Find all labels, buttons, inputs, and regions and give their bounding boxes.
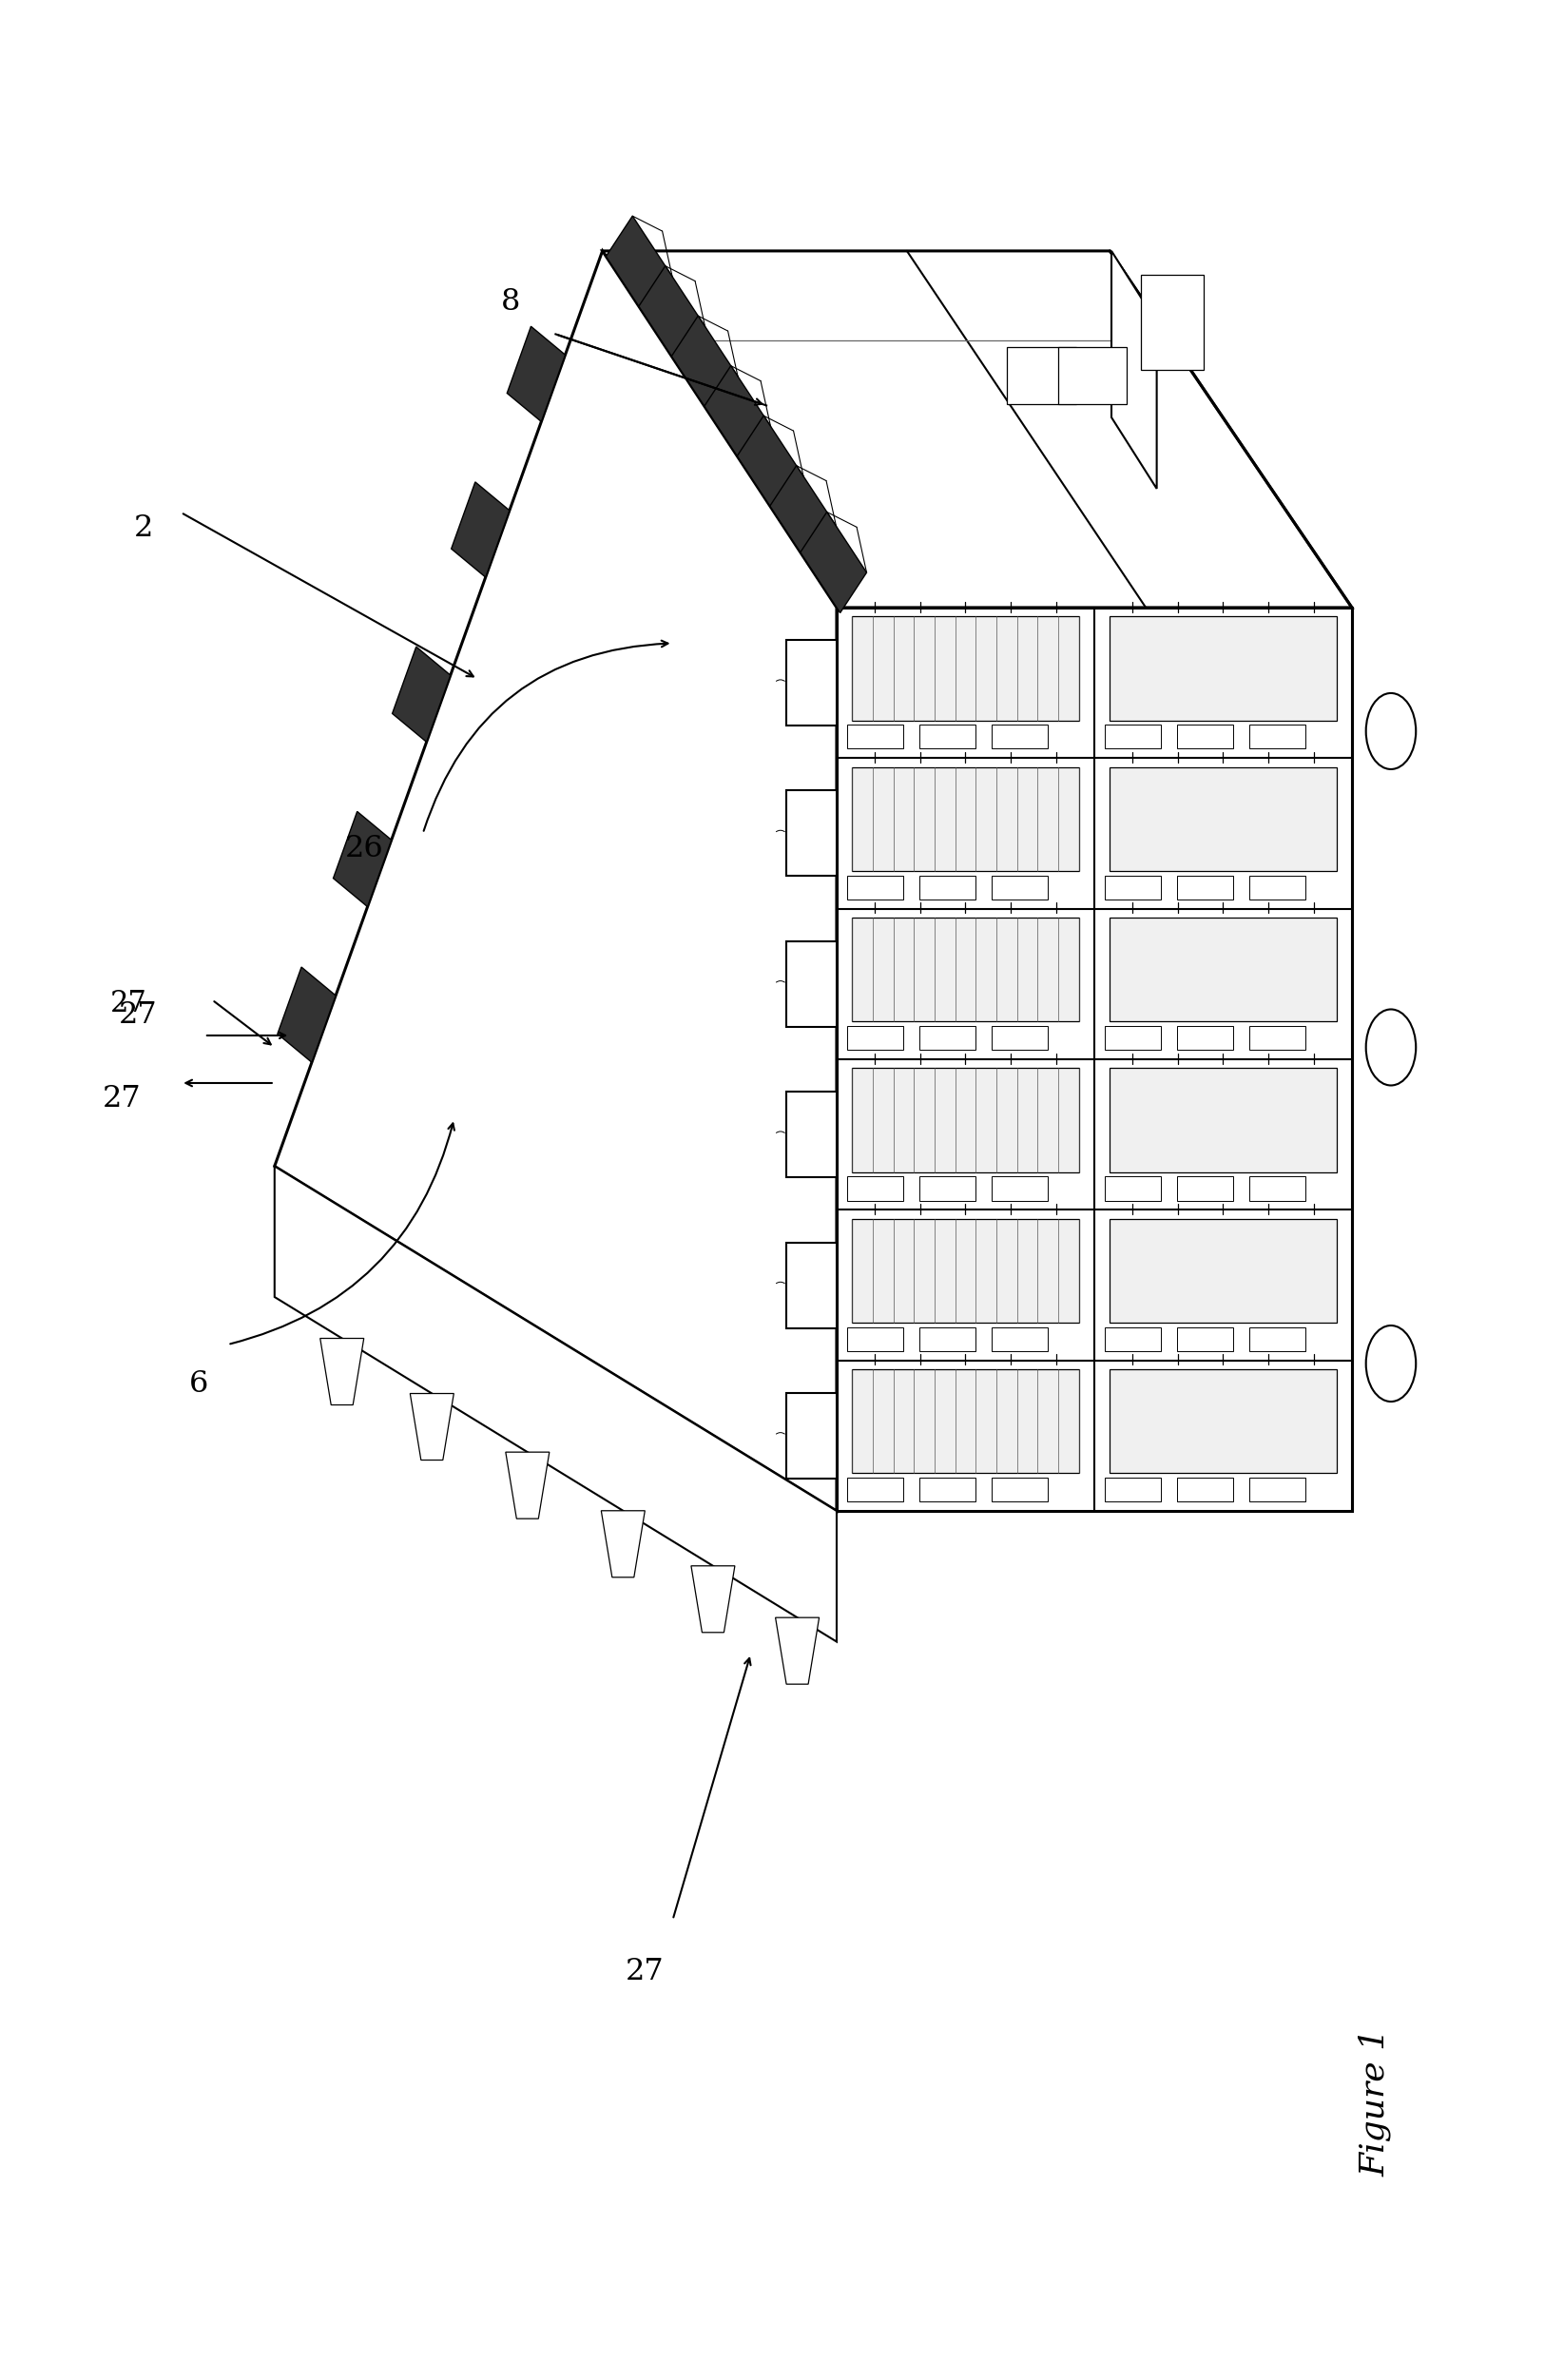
Text: Figure 1: Figure 1 bbox=[1359, 2028, 1392, 2178]
Polygon shape bbox=[1110, 766, 1337, 871]
Polygon shape bbox=[704, 367, 771, 466]
Polygon shape bbox=[992, 726, 1048, 750]
Polygon shape bbox=[852, 616, 1079, 721]
Polygon shape bbox=[1110, 1219, 1337, 1323]
Text: 6: 6 bbox=[189, 1368, 208, 1399]
Polygon shape bbox=[321, 1338, 364, 1404]
Polygon shape bbox=[920, 1026, 976, 1050]
Polygon shape bbox=[1104, 1176, 1160, 1200]
Polygon shape bbox=[1250, 876, 1306, 900]
Polygon shape bbox=[691, 1566, 735, 1633]
Polygon shape bbox=[852, 1368, 1079, 1473]
Polygon shape bbox=[992, 1328, 1048, 1352]
Polygon shape bbox=[277, 966, 336, 1061]
Polygon shape bbox=[848, 1328, 904, 1352]
Polygon shape bbox=[852, 1219, 1079, 1323]
Polygon shape bbox=[1178, 1176, 1232, 1200]
Text: 27: 27 bbox=[111, 988, 147, 1019]
Circle shape bbox=[1365, 1009, 1415, 1085]
Polygon shape bbox=[671, 317, 738, 416]
Polygon shape bbox=[852, 766, 1079, 871]
Polygon shape bbox=[801, 512, 866, 612]
Polygon shape bbox=[787, 1242, 837, 1328]
Polygon shape bbox=[393, 647, 450, 743]
Polygon shape bbox=[1110, 1069, 1337, 1173]
Polygon shape bbox=[992, 1478, 1048, 1502]
Polygon shape bbox=[1059, 347, 1128, 405]
Polygon shape bbox=[992, 876, 1048, 900]
Polygon shape bbox=[1178, 1026, 1232, 1050]
Polygon shape bbox=[852, 919, 1079, 1021]
Polygon shape bbox=[1250, 1176, 1306, 1200]
Text: 8: 8 bbox=[500, 288, 521, 317]
Polygon shape bbox=[1178, 1328, 1232, 1352]
Polygon shape bbox=[1250, 1026, 1306, 1050]
Polygon shape bbox=[1104, 1026, 1160, 1050]
Polygon shape bbox=[1250, 1478, 1306, 1502]
Polygon shape bbox=[1110, 1368, 1337, 1473]
Polygon shape bbox=[787, 1392, 837, 1478]
Polygon shape bbox=[275, 1166, 837, 1642]
Polygon shape bbox=[920, 726, 976, 750]
Polygon shape bbox=[507, 326, 565, 421]
Polygon shape bbox=[410, 1395, 454, 1459]
Polygon shape bbox=[769, 466, 837, 566]
Polygon shape bbox=[1104, 726, 1160, 750]
Polygon shape bbox=[1104, 876, 1160, 900]
Polygon shape bbox=[992, 1026, 1048, 1050]
Polygon shape bbox=[1110, 616, 1337, 721]
Polygon shape bbox=[1178, 726, 1232, 750]
Polygon shape bbox=[776, 1618, 820, 1685]
Polygon shape bbox=[920, 876, 976, 900]
Polygon shape bbox=[275, 250, 837, 1511]
Polygon shape bbox=[920, 1478, 976, 1502]
Polygon shape bbox=[848, 1478, 904, 1502]
Polygon shape bbox=[787, 940, 837, 1026]
Polygon shape bbox=[848, 726, 904, 750]
Polygon shape bbox=[1112, 250, 1157, 488]
Circle shape bbox=[1365, 1326, 1415, 1402]
Polygon shape bbox=[1007, 347, 1076, 405]
Polygon shape bbox=[638, 267, 705, 367]
Polygon shape bbox=[920, 1328, 976, 1352]
Polygon shape bbox=[787, 640, 837, 726]
Text: 2: 2 bbox=[135, 514, 153, 543]
Polygon shape bbox=[848, 876, 904, 900]
Polygon shape bbox=[1250, 1328, 1306, 1352]
Polygon shape bbox=[992, 1176, 1048, 1200]
Polygon shape bbox=[848, 1026, 904, 1050]
Polygon shape bbox=[601, 1511, 644, 1578]
Circle shape bbox=[1365, 693, 1415, 769]
Polygon shape bbox=[920, 1176, 976, 1200]
Polygon shape bbox=[737, 416, 804, 516]
Text: 27: 27 bbox=[119, 1000, 156, 1031]
Polygon shape bbox=[505, 1452, 549, 1518]
Polygon shape bbox=[1178, 876, 1232, 900]
Polygon shape bbox=[1104, 1328, 1160, 1352]
Polygon shape bbox=[602, 250, 1351, 607]
Text: 27: 27 bbox=[626, 1956, 665, 1985]
Polygon shape bbox=[605, 217, 673, 317]
Polygon shape bbox=[1178, 1478, 1232, 1502]
Polygon shape bbox=[787, 1092, 837, 1178]
Polygon shape bbox=[852, 1069, 1079, 1173]
Text: 26: 26 bbox=[344, 835, 383, 864]
Polygon shape bbox=[848, 1176, 904, 1200]
Polygon shape bbox=[1142, 274, 1204, 369]
Polygon shape bbox=[452, 483, 510, 578]
Text: 27: 27 bbox=[103, 1083, 142, 1114]
Polygon shape bbox=[333, 812, 391, 907]
Polygon shape bbox=[837, 607, 1351, 1511]
Polygon shape bbox=[787, 790, 837, 876]
Polygon shape bbox=[1104, 1478, 1160, 1502]
Polygon shape bbox=[1110, 919, 1337, 1021]
Polygon shape bbox=[1250, 726, 1306, 750]
